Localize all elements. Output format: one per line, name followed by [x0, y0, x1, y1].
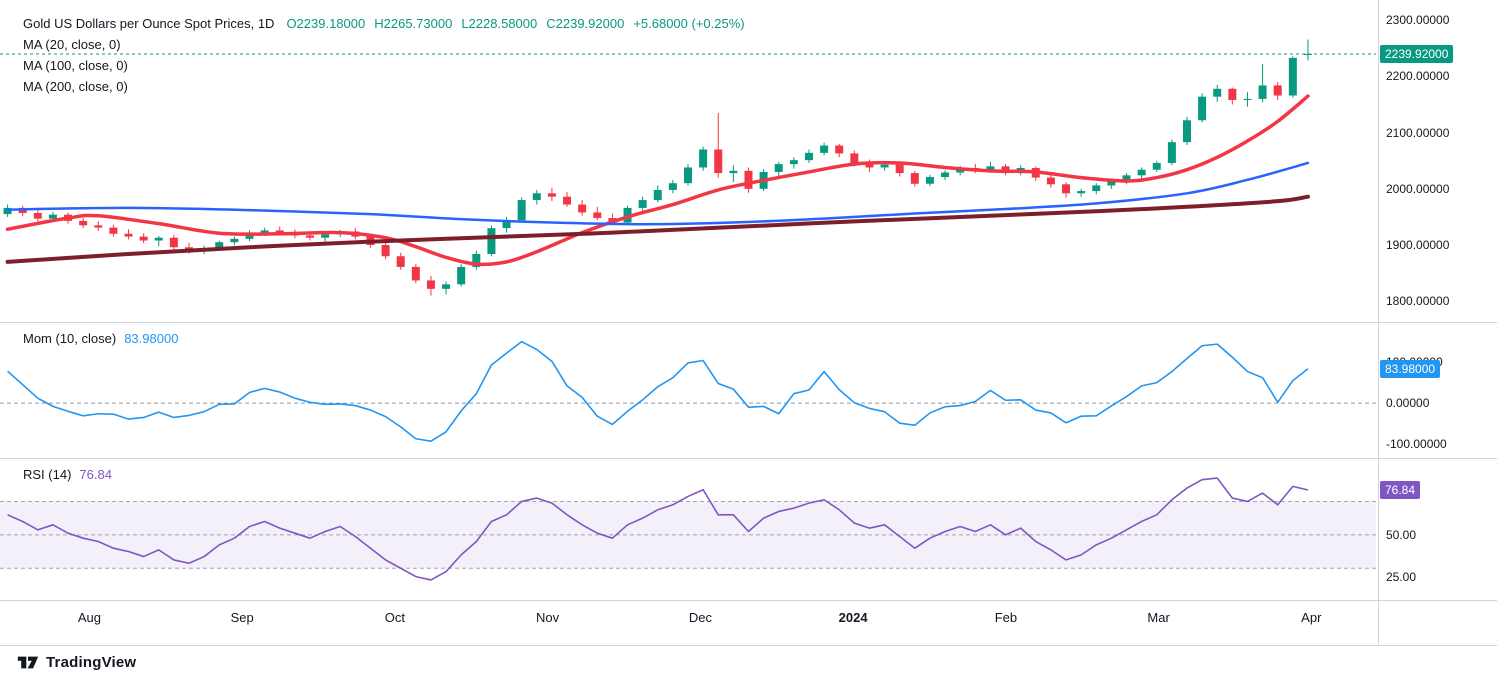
momentum-line[interactable] [7, 340, 1309, 442]
ohlc-low: L2228.58000 [461, 16, 538, 31]
time-axis-label-feb: Feb [994, 610, 1018, 625]
symbol-title: Gold US Dollars per Ounce Spot Prices, 1… [23, 16, 275, 31]
tradingview-wordmark: TradingView [46, 654, 137, 671]
candles-layer [3, 39, 1312, 296]
time-axis[interactable]: Aug Sep Oct Nov Dec 2024 Feb Mar Apr [0, 608, 1376, 632]
legend: Gold US Dollars per Ounce Spot Prices, 1… [23, 13, 754, 97]
price-axis-label: 2200.00000 [1386, 69, 1450, 84]
ma-200-line[interactable] [5, 194, 1310, 264]
momentum-value: 83.98000 [124, 331, 179, 346]
tradingview-logo[interactable]: TradingView [17, 653, 136, 672]
last-price-badge: 2239.92000 [1380, 44, 1454, 63]
price-axis-label: 1800.00000 [1386, 294, 1450, 309]
time-axis-label-sep: Sep [230, 610, 254, 625]
time-axis-label-2024: 2024 [838, 610, 868, 625]
price-scale[interactable]: 2239.92000 83.98000 76.84 2300.00000 2200… [1379, 0, 1497, 645]
price-pane [0, 39, 1376, 296]
tradingview-logo-icon [17, 656, 39, 669]
ma100-legend-row[interactable]: MA (100, close, 0) [23, 55, 754, 76]
symbol-legend-row[interactable]: Gold US Dollars per Ounce Spot Prices, 1… [23, 13, 754, 34]
pane-separator-momentum-rsi[interactable] [0, 458, 1497, 459]
price-axis-label: 2100.00000 [1386, 125, 1450, 140]
time-axis-label-oct: Oct [384, 610, 406, 625]
ohlc-change: +5.68000 (+0.25%) [633, 16, 745, 31]
momentum-axis-label: -100.00000 [1386, 437, 1447, 452]
ma20-label: MA (20, close, 0) [23, 37, 121, 52]
pane-separator-price-momentum[interactable] [0, 322, 1497, 323]
rsi-axis-label: 50.00 [1386, 527, 1417, 542]
time-axis-label-mar: Mar [1147, 610, 1170, 625]
footer: TradingView [0, 646, 1497, 679]
price-axis-label: 2300.00000 [1386, 13, 1450, 28]
pane-separator-rsi-timeaxis [0, 600, 1497, 601]
momentum-value-badge: 83.98000 [1380, 359, 1441, 378]
time-axis-label-apr: Apr [1301, 610, 1322, 625]
ohlc-close: C2239.92000 [546, 16, 625, 31]
ma200-label: MA (200, close, 0) [23, 79, 128, 94]
time-axis-label-dec: Dec [688, 610, 712, 625]
momentum-pane [0, 340, 1376, 442]
rsi-value-badge: 76.84 [1380, 481, 1421, 499]
price-axis-label: 1900.00000 [1386, 238, 1450, 252]
price-axis-label: 2000.00000 [1386, 181, 1450, 196]
ma200-legend-row[interactable]: MA (200, close, 0) [23, 76, 754, 97]
ma-20-line[interactable] [5, 94, 1310, 267]
ma100-label: MA (100, close, 0) [23, 58, 128, 73]
rsi-legend-row[interactable]: RSI (14) 76.84 [23, 467, 112, 482]
rsi-value: 76.84 [79, 467, 112, 482]
price-scale-separator [1378, 0, 1379, 646]
ma20-legend-row[interactable]: MA (20, close, 0) [23, 34, 754, 55]
time-axis-label-nov: Nov [536, 610, 560, 625]
rsi-axis-label: 25.00 [1386, 569, 1417, 584]
momentum-legend-row[interactable]: Mom (10, close) 83.98000 [23, 331, 178, 346]
footer-separator [0, 645, 1497, 646]
rsi-line[interactable] [7, 477, 1309, 581]
momentum-label: Mom (10, close) [23, 331, 117, 346]
rsi-pane [0, 477, 1376, 581]
momentum-axis-label: 0.00000 [1386, 396, 1430, 411]
ohlc-open: O2239.18000 [286, 16, 366, 31]
ma-100-line[interactable] [6, 161, 1310, 226]
ohlc-high: H2265.73000 [374, 16, 453, 31]
rsi-label: RSI (14) [23, 467, 72, 482]
time-axis-label-aug: Aug [77, 610, 101, 625]
